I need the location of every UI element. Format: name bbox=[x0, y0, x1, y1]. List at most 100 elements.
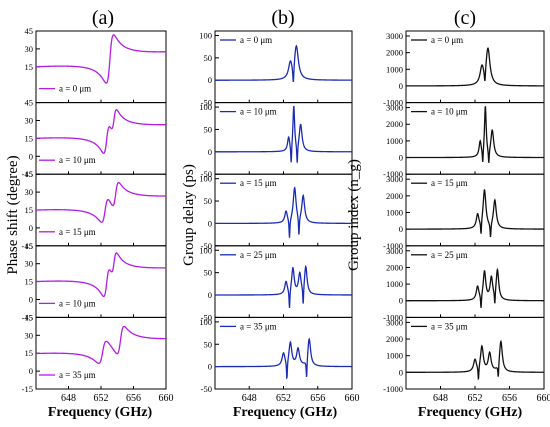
xtick-label-a: 652 bbox=[94, 393, 109, 404]
legend-label-b-2: a = 15 μm bbox=[240, 178, 277, 188]
xlabel-c: Frequency (GHz) bbox=[418, 405, 523, 420]
ylabel-a: Phase shift (degree) bbox=[5, 155, 21, 274]
ytick-label-c-3: 3000 bbox=[386, 246, 403, 256]
ytick-label-c-3: 0 bbox=[399, 296, 403, 306]
ytick-label-b-1: 100 bbox=[199, 102, 212, 112]
series-line-a-4 bbox=[35, 325, 166, 365]
subplot-frame-c-3 bbox=[405, 245, 545, 318]
ytick-label-c-0: 2000 bbox=[386, 48, 403, 58]
ytick-label-b-1: 50 bbox=[204, 124, 213, 134]
ytick-label-b-0: 0 bbox=[208, 75, 212, 85]
ytick-label-c-0: 0 bbox=[399, 81, 403, 91]
legend-label-a-0: a = 0 μm bbox=[59, 84, 91, 94]
subplot-frame-c-2 bbox=[405, 173, 545, 247]
ytick-label-a-3: 15 bbox=[25, 277, 34, 287]
ytick-label-a-4: 45 bbox=[25, 312, 34, 322]
ytick-label-b-4: -50 bbox=[201, 384, 212, 394]
panel-label-c: (c) bbox=[454, 7, 476, 29]
series-line-b-2 bbox=[214, 186, 352, 238]
ytick-label-a-0: 30 bbox=[25, 44, 34, 54]
ytick-label-a-1: 15 bbox=[25, 133, 34, 143]
ytick-label-a-0: 15 bbox=[25, 62, 34, 72]
ytick-label-b-4: 50 bbox=[204, 339, 213, 349]
ytick-label-b-1: 0 bbox=[208, 147, 212, 157]
legend-label-c-0: a = 0 μm bbox=[431, 35, 463, 45]
series-line-c-1 bbox=[406, 105, 544, 163]
legend-label-b-0: a = 0 μm bbox=[240, 35, 272, 45]
ylabel-c: Group index (n_g) bbox=[346, 159, 362, 271]
series-line-b-0 bbox=[215, 44, 352, 83]
ytick-label-a-2: 45 bbox=[25, 169, 34, 179]
ytick-label-b-0: -50 bbox=[201, 98, 212, 108]
ytick-label-c-2: 1000 bbox=[386, 207, 403, 217]
ytick-label-a-1: 45 bbox=[25, 98, 34, 108]
series-line-b-3 bbox=[215, 264, 352, 308]
ytick-label-a-0: 45 bbox=[25, 26, 34, 36]
series-line-c-3 bbox=[406, 267, 544, 308]
xtick-label-c: 648 bbox=[433, 393, 448, 404]
legend-label-a-3: a = 10 μm bbox=[59, 298, 96, 308]
ytick-label-a-2: 30 bbox=[25, 187, 34, 197]
ytick-label-c-2: 3000 bbox=[386, 174, 403, 184]
subplot-frame-c-0 bbox=[405, 30, 545, 104]
ytick-label-c-4: 1000 bbox=[386, 351, 403, 361]
ytick-label-a-1: 30 bbox=[25, 116, 34, 126]
legend-label-b-1: a = 10 μm bbox=[240, 107, 277, 117]
series-line-b-4 bbox=[215, 337, 352, 380]
series-line-a-2 bbox=[35, 181, 167, 223]
ytick-label-b-3: 0 bbox=[208, 290, 212, 300]
ytick-label-a-4: -15 bbox=[22, 384, 33, 394]
legend-label-a-4: a = 35 μm bbox=[59, 370, 96, 380]
subplot-frame-c-4 bbox=[405, 316, 545, 390]
ytick-label-a-2: 0 bbox=[29, 223, 33, 233]
ytick-label-c-2: 2000 bbox=[386, 191, 403, 201]
xtick-label-c: 652 bbox=[468, 393, 483, 404]
panel-label-a: (a) bbox=[92, 7, 114, 29]
ytick-label-b-4: 100 bbox=[199, 317, 212, 327]
ytick-label-c-2: -1000 bbox=[383, 241, 403, 251]
xtick-label-b: 656 bbox=[310, 393, 325, 404]
subplot-frame-b-2 bbox=[214, 173, 353, 247]
ytick-label-c-3: 1000 bbox=[386, 279, 403, 289]
series-line-c-0 bbox=[406, 46, 544, 87]
legend-label-b-3: a = 25 μm bbox=[240, 250, 277, 260]
legend-label-c-2: a = 15 μm bbox=[431, 178, 468, 188]
series-line-c-2 bbox=[406, 188, 544, 238]
ytick-label-c-1: 0 bbox=[399, 153, 403, 163]
legend-label-a-2: a = 15 μm bbox=[59, 227, 96, 237]
ytick-label-a-4: 0 bbox=[29, 366, 33, 376]
subplot-frame-b-1 bbox=[214, 102, 353, 175]
xtick-label-c: 660 bbox=[537, 393, 550, 404]
ytick-label-a-1: 0 bbox=[29, 151, 33, 161]
ytick-label-b-2: 0 bbox=[208, 218, 212, 228]
ytick-label-c-4: 0 bbox=[399, 367, 403, 377]
ytick-label-a-3: 30 bbox=[25, 259, 34, 269]
ytick-label-c-4: -1000 bbox=[383, 384, 403, 394]
ytick-label-a-2: -15 bbox=[22, 241, 33, 251]
legend-label-b-4: a = 35 μm bbox=[240, 321, 277, 331]
ytick-label-b-3: 100 bbox=[199, 245, 212, 255]
xlabel-b: Frequency (GHz) bbox=[233, 405, 338, 420]
ytick-label-c-2: 0 bbox=[399, 224, 403, 234]
ylabel-b: Group delay (ps) bbox=[181, 164, 197, 266]
ytick-label-a-2: 15 bbox=[25, 205, 34, 215]
ytick-label-b-1: -50 bbox=[201, 169, 212, 179]
plot-area: 15 30 45 a = 0 μm -15 0 15 30 45 a = 10 μm -15 0 15 3… bbox=[22, 26, 550, 404]
ytick-label-c-1: 2000 bbox=[386, 119, 403, 129]
ytick-label-b-0: 50 bbox=[204, 53, 213, 63]
ytick-label-b-3: -50 bbox=[201, 312, 212, 322]
xtick-label-b: 648 bbox=[242, 393, 257, 404]
ytick-label-a-4: 15 bbox=[25, 348, 34, 358]
ytick-label-b-3: 50 bbox=[204, 268, 213, 278]
xtick-label-a: 660 bbox=[159, 393, 174, 404]
legend-label-a-1: a = 10 μm bbox=[59, 155, 96, 165]
subplot-frame-c-1 bbox=[405, 102, 545, 175]
subplot-frame-b-3 bbox=[214, 245, 353, 318]
ytick-label-b-0: 100 bbox=[199, 30, 212, 40]
ytick-label-b-2: 100 bbox=[199, 174, 212, 184]
ytick-label-a-3: 0 bbox=[29, 295, 33, 305]
series-line-c-4 bbox=[406, 339, 544, 381]
ytick-label-c-1: -1000 bbox=[383, 169, 403, 179]
ytick-label-a-3: -15 bbox=[22, 312, 33, 322]
